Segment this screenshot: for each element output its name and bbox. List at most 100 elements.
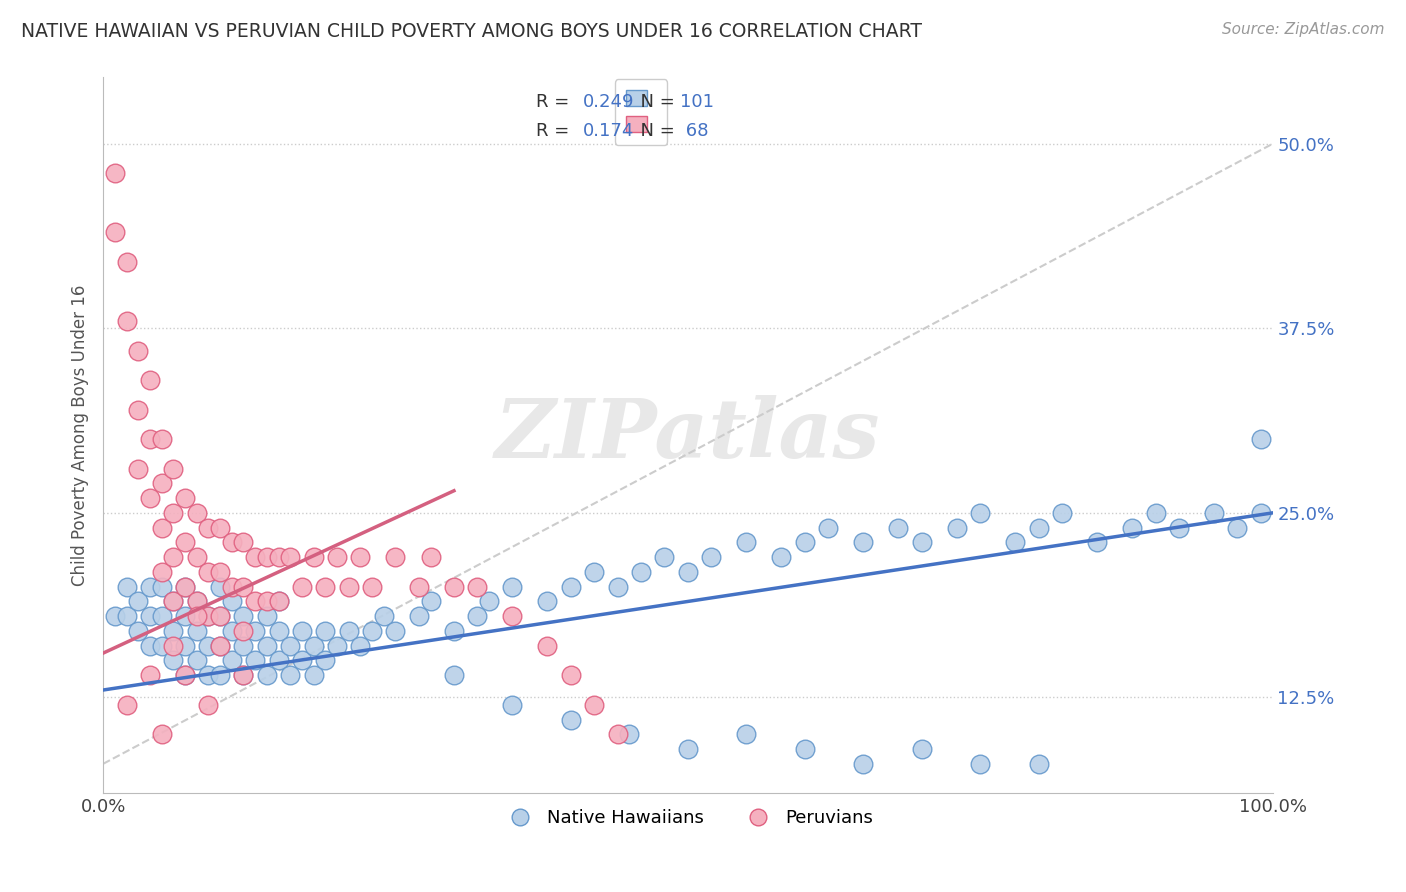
Point: [361, 624, 384, 638]
Text: N =: N =: [630, 122, 681, 140]
Point: [700, 550, 723, 565]
Point: [209, 639, 232, 653]
Point: [384, 624, 406, 638]
Point: [1028, 756, 1050, 771]
Point: [969, 506, 991, 520]
Point: [197, 609, 219, 624]
Point: [150, 727, 173, 741]
Point: [186, 594, 208, 608]
Point: [969, 756, 991, 771]
Point: [770, 550, 793, 565]
Point: [314, 653, 336, 667]
Point: [174, 535, 197, 549]
Point: [1121, 521, 1143, 535]
Point: [419, 594, 441, 608]
Point: [408, 580, 430, 594]
Text: 0.249: 0.249: [582, 94, 634, 112]
Point: [256, 668, 278, 682]
Point: [267, 653, 290, 667]
Point: [174, 580, 197, 594]
Point: [501, 609, 523, 624]
Point: [186, 609, 208, 624]
Point: [443, 580, 465, 594]
Point: [291, 580, 314, 594]
Point: [186, 653, 208, 667]
Point: [1168, 521, 1191, 535]
Point: [256, 609, 278, 624]
Point: [1050, 506, 1073, 520]
Point: [326, 639, 349, 653]
Point: [560, 580, 582, 594]
Point: [127, 624, 149, 638]
Point: [162, 639, 184, 653]
Point: [115, 698, 138, 712]
Point: [150, 609, 173, 624]
Point: [278, 550, 301, 565]
Point: [676, 565, 699, 579]
Point: [349, 639, 371, 653]
Point: [501, 698, 523, 712]
Point: [443, 624, 465, 638]
Y-axis label: Child Poverty Among Boys Under 16: Child Poverty Among Boys Under 16: [72, 285, 89, 586]
Point: [232, 609, 254, 624]
Point: [314, 624, 336, 638]
Point: [583, 698, 606, 712]
Point: [676, 742, 699, 756]
Point: [630, 565, 652, 579]
Point: [209, 609, 232, 624]
Point: [267, 624, 290, 638]
Point: [162, 653, 184, 667]
Point: [1144, 506, 1167, 520]
Point: [735, 535, 758, 549]
Point: [465, 609, 488, 624]
Text: 0.174: 0.174: [582, 122, 634, 140]
Point: [302, 550, 325, 565]
Point: [174, 639, 197, 653]
Point: [501, 580, 523, 594]
Point: [127, 402, 149, 417]
Point: [278, 668, 301, 682]
Point: [735, 727, 758, 741]
Point: [349, 550, 371, 565]
Point: [209, 609, 232, 624]
Point: [536, 594, 558, 608]
Point: [1250, 432, 1272, 446]
Point: [946, 521, 969, 535]
Point: [139, 491, 162, 505]
Point: [209, 521, 232, 535]
Point: [291, 624, 314, 638]
Point: [221, 624, 243, 638]
Point: [278, 639, 301, 653]
Point: [115, 609, 138, 624]
Point: [209, 639, 232, 653]
Point: [221, 594, 243, 608]
Point: [232, 668, 254, 682]
Point: [104, 609, 127, 624]
Point: [1085, 535, 1108, 549]
Point: [361, 580, 384, 594]
Point: [139, 609, 162, 624]
Point: [337, 580, 360, 594]
Point: [419, 550, 441, 565]
Point: [314, 580, 336, 594]
Point: [1028, 521, 1050, 535]
Point: [150, 565, 173, 579]
Point: [1202, 506, 1225, 520]
Point: [162, 461, 184, 475]
Point: [619, 727, 641, 741]
Text: 101: 101: [679, 94, 714, 112]
Point: [197, 609, 219, 624]
Point: [256, 639, 278, 653]
Text: R =: R =: [536, 122, 575, 140]
Point: [911, 535, 934, 549]
Point: [302, 668, 325, 682]
Text: NATIVE HAWAIIAN VS PERUVIAN CHILD POVERTY AMONG BOYS UNDER 16 CORRELATION CHART: NATIVE HAWAIIAN VS PERUVIAN CHILD POVERT…: [21, 22, 922, 41]
Point: [186, 594, 208, 608]
Point: [162, 506, 184, 520]
Point: [115, 255, 138, 269]
Point: [197, 668, 219, 682]
Point: [654, 550, 676, 565]
Point: [291, 653, 314, 667]
Point: [127, 594, 149, 608]
Text: R =: R =: [536, 94, 575, 112]
